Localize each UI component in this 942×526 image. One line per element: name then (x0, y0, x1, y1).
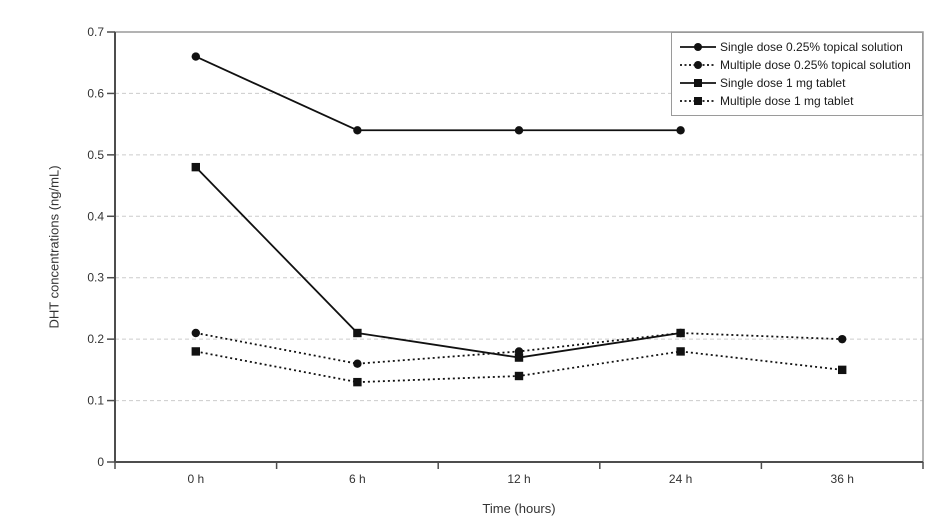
series-line-1 (195, 55, 681, 132)
legend-dotted-circle-sample (680, 61, 716, 69)
marker-square (353, 328, 362, 338)
y-tick-label: 0.6 (87, 86, 104, 100)
y-tick-label: 0.5 (87, 148, 104, 162)
marker-circle (514, 126, 524, 135)
marker-square (676, 328, 685, 338)
y-tick-label: 0.4 (87, 209, 104, 223)
legend-marker-circle (694, 43, 702, 51)
legend-solid-circle-sample (680, 43, 716, 51)
x-axis-title: Time (hours) (482, 501, 556, 516)
legend-marker-square (694, 97, 702, 105)
marker-square (514, 371, 524, 381)
legend-solid-square-sample (680, 79, 716, 87)
marker-circle (191, 328, 200, 338)
legend: Single dose 0.25% topical solution Multip… (671, 32, 923, 116)
y-tick-label: 0.3 (87, 271, 104, 285)
legend-label: Single dose 0.25% topical solution (720, 40, 903, 54)
marker-circle (353, 359, 362, 368)
marker-square (191, 162, 200, 172)
series-line-3 (195, 166, 681, 359)
y-tick-label: 0 (97, 455, 104, 469)
marker-circle (676, 126, 685, 135)
marker-square (676, 347, 685, 356)
legend-label: Multiple dose 0.25% topical solution (720, 58, 911, 72)
legend-entry-2: Multiple dose 0.25% topical solution (678, 56, 918, 74)
x-tick-label: 0 h (187, 472, 204, 486)
x-tick-label: 12 h (507, 472, 530, 486)
y-axis-title: DHT concentrations (ng/mL) (46, 165, 62, 329)
legend-label: Single dose 1 mg tablet (720, 76, 846, 90)
marker-circle (191, 52, 200, 61)
x-tick-label: 6 h (349, 472, 366, 486)
marker-square (514, 353, 524, 362)
marker-circle (353, 126, 362, 135)
y-tick-label: 0.7 (87, 25, 104, 39)
marker-circle (838, 334, 847, 344)
marker-square (353, 377, 362, 387)
marker-square (838, 365, 847, 375)
legend-entry-4: Multiple dose 1 mg tablet (678, 92, 918, 110)
legend-marker-circle (694, 61, 702, 69)
legend-label: Multiple dose 1 mg tablet (720, 94, 854, 108)
legend-dotted-square-sample (680, 97, 716, 105)
y-tick-label: 0.1 (87, 394, 104, 408)
legend-entry-3: Single dose 1 mg tablet (678, 74, 918, 92)
x-tick-label: 36 h (831, 472, 854, 486)
legend-marker-square (694, 79, 702, 87)
legend-entry-1: Single dose 0.25% topical solution (678, 38, 918, 56)
marker-square (191, 347, 200, 356)
y-tick-label: 0.2 (87, 332, 104, 346)
x-tick-label: 24 h (669, 472, 692, 486)
